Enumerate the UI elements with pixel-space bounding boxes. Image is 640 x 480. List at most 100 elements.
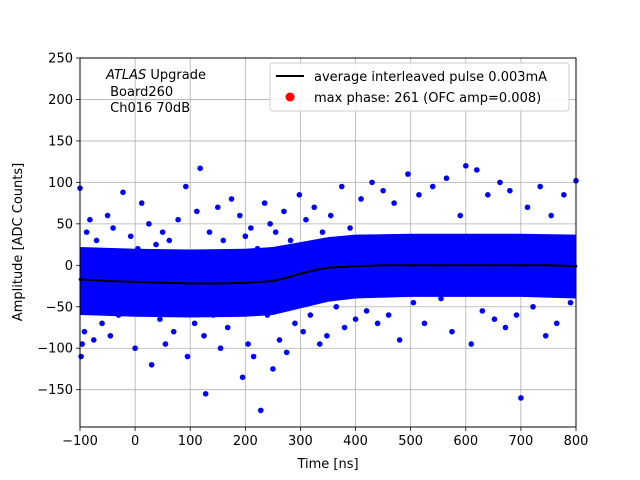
sample-point [272, 229, 279, 235]
sample-point [248, 225, 254, 231]
average-pulse-point [381, 263, 385, 267]
sample-band [80, 233, 576, 318]
sample-point [374, 320, 381, 327]
sample-point [250, 353, 257, 360]
x-tick-label: 400 [343, 434, 368, 449]
sample-point [341, 324, 348, 331]
sample-point [93, 237, 100, 244]
x-tick-label: 600 [453, 434, 478, 449]
sample-point [385, 312, 392, 318]
sample-point [242, 233, 249, 240]
sample-point [327, 212, 334, 219]
average-pulse-point [491, 263, 495, 267]
annotation-channel: Ch016 70dB [106, 101, 190, 116]
x-tick-label: 800 [564, 434, 589, 449]
sample-point [245, 341, 251, 347]
sample-point [276, 337, 283, 343]
sample-point [307, 312, 314, 318]
sample-point [153, 241, 159, 248]
sample-point [468, 341, 475, 347]
y-tick-label: 50 [56, 217, 73, 232]
sample-point [194, 208, 200, 215]
y-tick-label: 250 [48, 52, 73, 67]
average-pulse-point [409, 263, 413, 267]
sample-point [567, 299, 574, 306]
average-pulse-line [78, 263, 578, 285]
sample-point [524, 204, 531, 211]
average-pulse-point [354, 264, 357, 268]
annotation-atlas: ATLAS [105, 68, 146, 83]
sample-point [270, 366, 276, 372]
x-tick-label: −100 [62, 434, 98, 449]
legend: average interleaved pulse 0.003mA max ph… [269, 62, 570, 112]
sample-point [132, 345, 138, 352]
sample-point [462, 162, 469, 169]
sample-point [110, 225, 116, 231]
sample-point [191, 320, 198, 327]
sample-point [497, 179, 503, 186]
sample-point [457, 212, 464, 219]
sample-point [179, 299, 185, 306]
legend-entry-average: average interleaved pulse 0.003mA [314, 70, 547, 85]
sample-point [396, 337, 403, 343]
sample-point [380, 187, 386, 194]
sample-point [292, 320, 298, 327]
x-tick-label: 200 [233, 434, 258, 449]
sample-point [507, 187, 513, 194]
average-pulse-point [326, 266, 330, 270]
sample-point [363, 308, 370, 314]
sample-point [561, 192, 567, 198]
sample-point [319, 229, 326, 235]
sample-point [438, 295, 444, 302]
plot-frame [79, 57, 577, 428]
sample-point [83, 229, 90, 235]
sample-point [333, 303, 340, 310]
sample-point [166, 237, 173, 244]
average-pulse-point [243, 281, 247, 285]
sample-point [175, 216, 181, 223]
sample-point [146, 221, 152, 227]
annotation-block: ATLAS Upgrade Board260 Ch016 70dB [105, 68, 206, 116]
sample-point [324, 332, 330, 339]
sample-point [548, 212, 554, 219]
sample-point [518, 395, 524, 401]
sample-point [206, 229, 213, 235]
average-pulse-point [464, 263, 468, 267]
sample-point [542, 332, 549, 339]
sample-point [202, 391, 209, 397]
sample-point [120, 189, 126, 196]
sample-point [257, 407, 264, 414]
sample-point [107, 332, 114, 339]
sample-point [239, 374, 246, 381]
sample-point [502, 324, 509, 331]
legend-box [269, 62, 570, 112]
sample-point [316, 341, 323, 347]
x-axis-ticks: −100 0 100 200 300 400 500 600 700 800 [62, 427, 588, 449]
sample-point [137, 303, 144, 310]
sample-point [237, 212, 243, 219]
sample-point [81, 328, 88, 335]
sample-point [358, 196, 364, 202]
sample-point [183, 183, 189, 190]
sample-point [104, 212, 111, 219]
sample-point [303, 216, 309, 223]
sample-point [429, 183, 436, 190]
sample-point [474, 167, 480, 173]
sample-point [352, 316, 359, 323]
sample-point [254, 245, 261, 252]
sample-point [184, 353, 191, 360]
sample-point [170, 328, 177, 335]
y-tick-label: 200 [48, 93, 73, 108]
sample-point [264, 312, 271, 318]
sample-point [124, 295, 130, 302]
average-pulse-point [271, 279, 275, 283]
annotation-upgrade: Upgrade [146, 68, 206, 83]
sample-point [138, 200, 145, 206]
sample-point [157, 316, 163, 323]
sample-point [162, 341, 169, 347]
sample-point [281, 208, 287, 215]
sample-point [78, 353, 84, 360]
average-pulse-point [436, 263, 440, 267]
